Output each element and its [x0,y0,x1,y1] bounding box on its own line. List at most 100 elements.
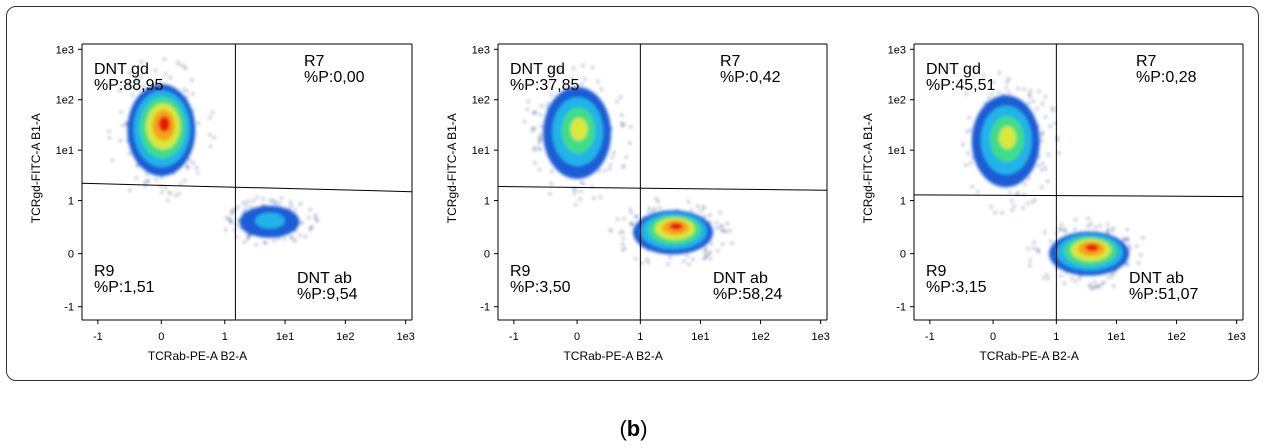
event-dot [621,123,623,125]
x-tick-label: -1 [93,331,103,343]
event-dot [625,156,627,158]
event-dot [599,196,601,198]
event-dot [1006,81,1008,83]
event-dot [299,234,301,236]
event-dot [161,191,163,193]
event-dot [269,200,271,202]
event-dot [209,117,211,119]
event-dot [527,100,529,102]
y-tick-label: 1e3 [56,44,74,56]
event-dot [584,78,586,80]
event-dot [147,180,149,182]
event-dot [170,77,172,79]
event-dot [1138,262,1140,264]
event-dot [185,68,187,70]
event-dot [708,253,710,255]
event-dot [135,177,137,179]
event-dot [1041,134,1043,136]
event-dot [610,230,612,232]
event-dot [1032,201,1034,203]
panel-3: -1 0 1 1e1 1e2 1e3 1e3 1e2 1e1 1 0 -1 TCRab-PE-A B2-… [861,44,1246,363]
event-dot [624,248,626,250]
event-dot [1112,230,1114,232]
event-dot [551,171,553,173]
gate-name: R9 [510,263,531,280]
event-dot [538,147,540,149]
event-dot [654,208,656,210]
event-dot [1052,110,1054,112]
event-dot [692,259,694,261]
gate-percent: %P:51,07 [1129,286,1198,303]
x-tick-label: 1e3 [811,331,829,343]
event-dot [1038,156,1040,158]
event-dot [1126,229,1128,231]
event-dot [126,122,128,124]
event-dot [1089,284,1091,286]
y-tick-label: 1 [900,196,906,208]
x-axis-label: TCRab-PE-A B2-A [563,349,662,363]
event-dot [237,206,239,208]
event-dot [179,183,181,185]
event-dot [604,170,606,172]
event-dot [1022,207,1024,209]
x-tick-label: 1e1 [691,331,709,343]
event-dot [186,165,188,167]
event-dot [613,152,615,154]
event-dot [977,191,979,193]
event-dot [610,164,612,166]
event-dot [294,209,296,211]
event-dot [617,218,619,220]
event-dot [1049,125,1051,127]
event-dot [126,124,128,126]
event-dot [308,217,310,219]
event-dot [983,74,985,76]
event-dot [1107,224,1109,226]
event-dot [146,173,148,175]
event-dot [994,212,996,214]
event-dot [179,64,181,66]
event-dot [212,111,214,113]
event-dot [1027,247,1029,249]
density-contour [255,213,285,229]
event-dot [310,227,312,229]
event-dot [1107,232,1109,234]
event-dot [641,246,643,248]
event-dot [1111,275,1113,277]
gate-percent: %P:0,42 [720,69,781,86]
event-dot [247,236,249,238]
event-dot [243,202,245,204]
event-dot [248,234,250,236]
event-dot [1127,264,1129,266]
event-dot [1101,283,1103,285]
event-dot [710,243,712,245]
event-dot [1060,275,1062,277]
gate-percent: %P:58,24 [713,286,782,303]
event-dot [599,170,601,172]
event-dot [1005,87,1007,89]
event-dot [622,243,624,245]
event-dot [623,124,625,126]
event-dot [549,193,551,195]
event-dot [191,79,193,81]
gate-percent: %P:1,51 [94,279,155,296]
event-dot [231,211,233,213]
y-tick-label: 1e1 [472,145,490,157]
event-dot [1029,93,1031,95]
event-dot [244,209,246,211]
event-dot [192,93,194,95]
event-dot [210,146,212,148]
event-dot [531,127,533,129]
event-dot [534,162,536,164]
event-dot [1107,276,1109,278]
event-dot [1142,237,1144,239]
event-dot [1099,225,1101,227]
event-dot [253,200,255,202]
x-tick-label: 1e2 [336,331,354,343]
event-dot [629,142,631,144]
x-tick-label: 0 [990,331,996,343]
event-dot [541,126,543,128]
event-dot [1113,285,1115,287]
event-dot [316,220,318,222]
event-dot [1093,287,1095,289]
event-dot [284,238,286,240]
